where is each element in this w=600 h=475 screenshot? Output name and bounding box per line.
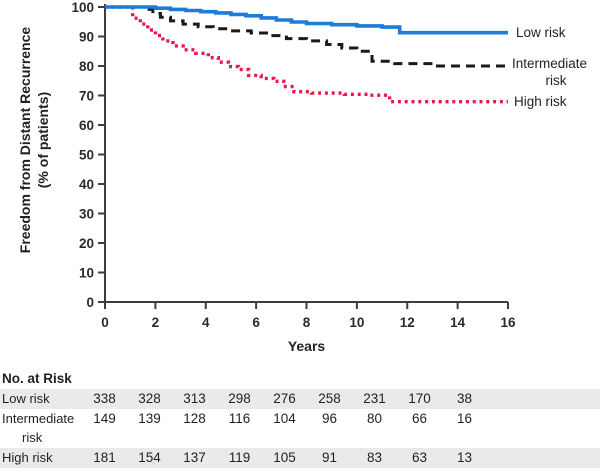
low-risk-curve xyxy=(105,5,508,35)
risk-table-cells: 149 139 128 116 104 96 80 66 16 xyxy=(82,409,487,429)
risk-table-cell: 91 xyxy=(321,450,338,465)
risk-table-cells: 181 154 137 119 105 91 83 63 13 xyxy=(82,448,487,468)
y-tick-label: 70 xyxy=(79,89,94,104)
risk-table-cell: 298 xyxy=(228,391,251,406)
risk-table-cell: 137 xyxy=(183,450,206,465)
row-label-line1: Intermediate xyxy=(2,411,75,426)
x-tick-label: 4 xyxy=(202,315,210,330)
risk-table-cell: 13 xyxy=(456,450,473,465)
risk-table-cell: 149 xyxy=(93,411,116,426)
risk-table-row: Low risk 338 328 313 298 276 258 231 170 38 xyxy=(0,389,600,409)
x-tick-label: 6 xyxy=(252,315,260,330)
intermediate-risk-curve xyxy=(105,5,510,68)
risk-table-cell: 105 xyxy=(273,450,296,465)
y-tick-label: 10 xyxy=(79,266,94,281)
x-tick-label: 8 xyxy=(303,315,311,330)
x-tick-label: 16 xyxy=(500,315,516,330)
risk-table-cell: 231 xyxy=(363,391,386,406)
legend-high-risk: High risk xyxy=(514,94,567,109)
risk-table-cell: 139 xyxy=(138,411,161,426)
risk-table-row-label: Intermediate risk xyxy=(0,409,82,446)
y-tick-label: 0 xyxy=(86,295,94,310)
risk-table-title: No. at Risk xyxy=(2,371,72,386)
risk-table-row-label: Low risk xyxy=(0,389,82,409)
risk-table-cell: 38 xyxy=(456,391,473,406)
risk-table-cell: 104 xyxy=(273,411,296,426)
legend-intermediate-risk: Intermediate xyxy=(512,56,588,71)
survival-chart: 0 10 20 30 40 50 60 70 80 90 100 0 2 4 6 8 10 12 14 16 Free… xyxy=(16,0,588,354)
legend-intermediate-risk-line2: risk xyxy=(545,73,567,88)
risk-table-rows: Low risk 338 328 313 298 276 258 231 170 38 Interm… xyxy=(0,389,600,468)
row-label-line1: Low risk xyxy=(2,391,50,406)
risk-table-row: Intermediate risk 149 139 128 116 104 96 80 66 16 xyxy=(0,409,600,446)
risk-table-row: High risk 181 154 137 119 105 91 83 63 13 xyxy=(0,448,600,468)
y-axis-title-line2: (% of patients) xyxy=(35,91,51,189)
risk-table-cell: 80 xyxy=(366,411,383,426)
risk-table-cell: 128 xyxy=(183,411,206,426)
y-tick-label: 30 xyxy=(79,207,94,222)
y-axis-title-line1: Freedom from Distant Recurrence xyxy=(17,26,33,254)
y-axis-title: Freedom from Distant Recurrence (% of pa… xyxy=(16,0,52,290)
x-axis-title: Years xyxy=(287,338,326,354)
risk-table-cell: 258 xyxy=(318,391,341,406)
risk-table-row-label: High risk xyxy=(0,448,82,468)
high-risk-curve xyxy=(105,5,508,104)
risk-table-cell: 116 xyxy=(228,411,251,426)
risk-table-cell: 170 xyxy=(408,391,431,406)
y-tick-label: 40 xyxy=(79,177,94,192)
risk-table-cell: 96 xyxy=(321,411,338,426)
y-tick-label: 60 xyxy=(79,118,94,133)
risk-table-cell: 16 xyxy=(456,411,473,426)
risk-table-cell: 63 xyxy=(411,450,428,465)
y-tick-label: 20 xyxy=(79,236,94,251)
x-tick-label: 14 xyxy=(450,315,466,330)
risk-table-cells: 338 328 313 298 276 258 231 170 38 xyxy=(82,389,487,409)
x-tick-label: 2 xyxy=(152,315,160,330)
risk-table-cell: 181 xyxy=(93,450,116,465)
no-at-risk-table: No. at Risk Low risk 338 328 313 298 276 258 23… xyxy=(0,368,600,468)
row-label-line2: risk xyxy=(22,430,43,445)
legend-low-risk: Low risk xyxy=(516,25,566,40)
risk-table-cell: 66 xyxy=(411,411,428,426)
x-tick-label: 10 xyxy=(349,315,364,330)
risk-table-cell: 83 xyxy=(366,450,383,465)
y-tick-label: 100 xyxy=(71,0,94,15)
risk-table-cell: 313 xyxy=(183,391,206,406)
risk-table-cell: 328 xyxy=(138,391,161,406)
risk-table-cell: 119 xyxy=(228,450,251,465)
risk-table-cell: 154 xyxy=(138,450,161,465)
y-tick-label: 80 xyxy=(79,59,94,74)
plot-canvas: 0 10 20 30 40 50 60 70 80 90 100 0 2 4 6 8 10 12 14 16 xyxy=(71,0,516,330)
y-tick-label: 90 xyxy=(79,30,94,45)
risk-table-cell: 338 xyxy=(93,391,116,406)
y-tick-label: 50 xyxy=(79,148,94,163)
risk-table-cell: 276 xyxy=(273,391,296,406)
x-tick-label: 0 xyxy=(101,315,109,330)
row-label-line1: High risk xyxy=(2,450,53,465)
x-tick-label: 12 xyxy=(400,315,415,330)
